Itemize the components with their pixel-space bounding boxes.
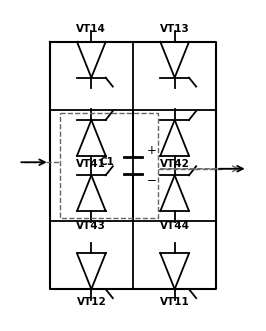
Text: VT14: VT14 <box>76 24 106 34</box>
Text: VT41: VT41 <box>76 159 106 169</box>
Text: C1: C1 <box>99 157 114 167</box>
Text: VT42: VT42 <box>160 159 190 169</box>
Text: VT44: VT44 <box>160 221 190 231</box>
Text: VT13: VT13 <box>160 24 190 34</box>
Text: +: + <box>146 144 156 157</box>
Text: VT43: VT43 <box>76 221 106 231</box>
Text: VT11: VT11 <box>160 297 190 307</box>
Text: VT12: VT12 <box>76 297 106 307</box>
Text: −: − <box>146 174 156 187</box>
